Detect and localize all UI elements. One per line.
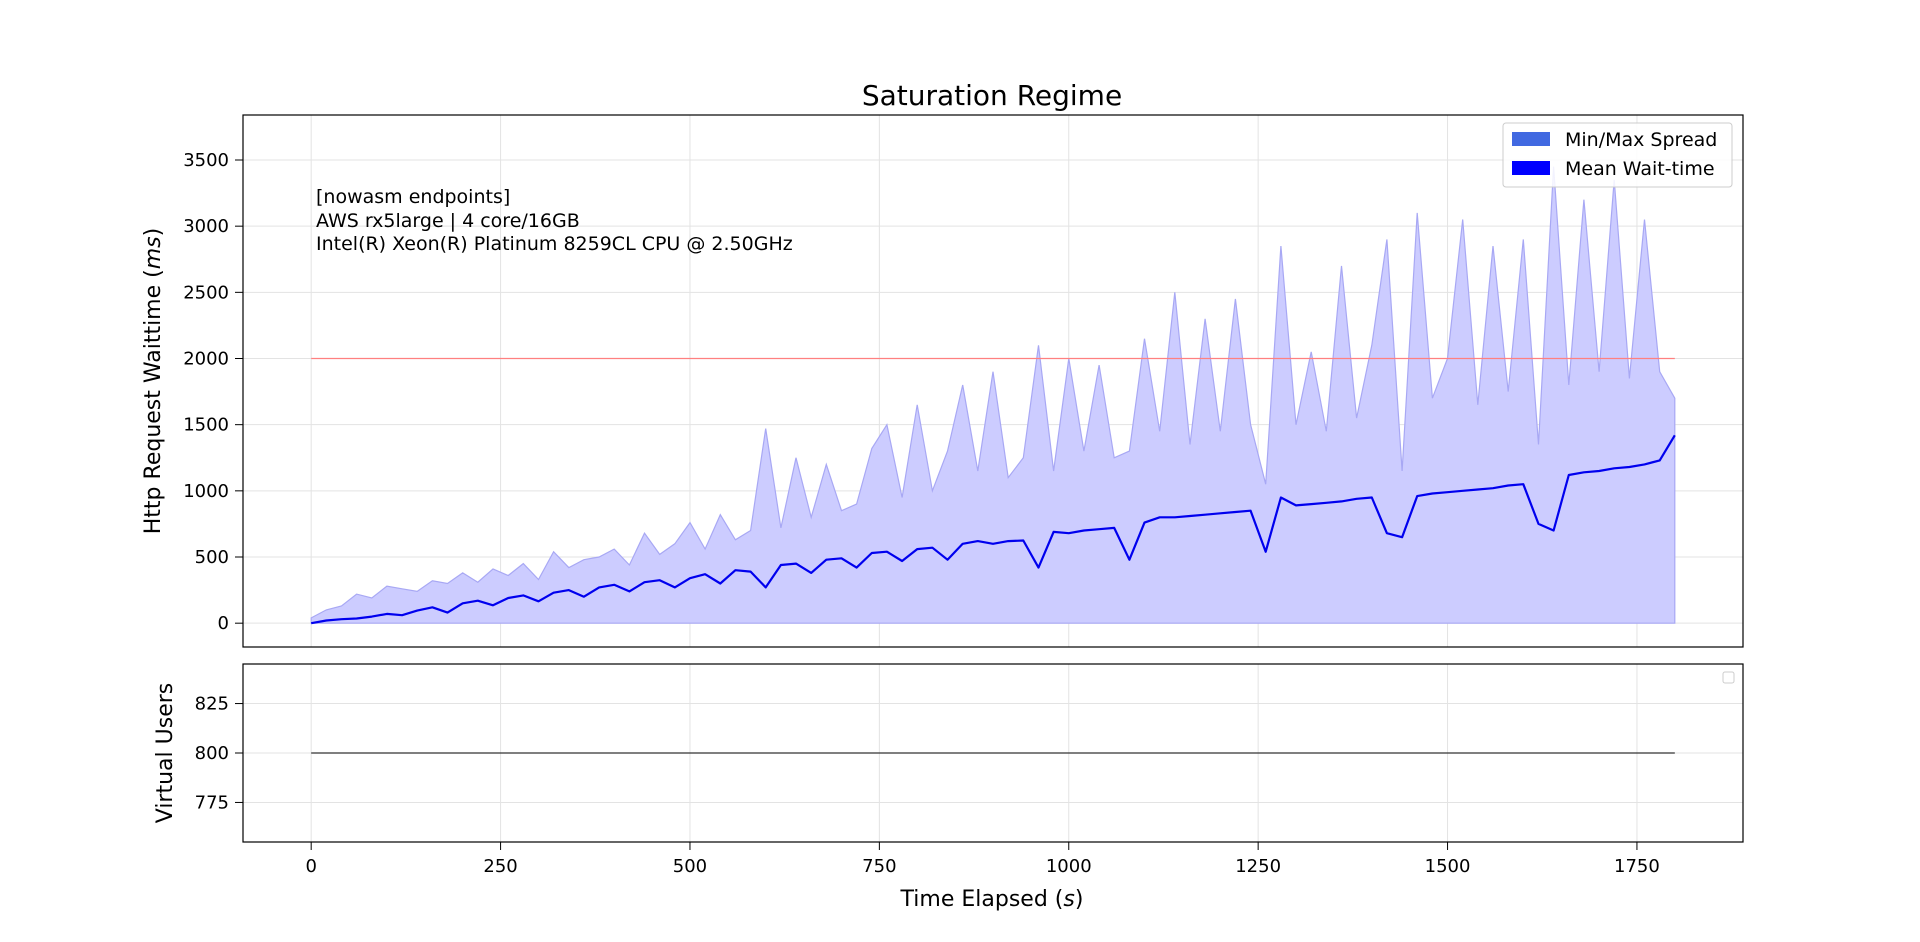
legend-swatch-spread [1512, 132, 1550, 146]
spec-annotation: [nowasm endpoints] AWS rx5large | 4 core… [316, 186, 793, 255]
mean-line [311, 434, 1676, 625]
spread-band [310, 166, 1676, 624]
x-tick-label: 1750 [1614, 856, 1660, 877]
chart-title: Saturation Regime [862, 79, 1122, 112]
main-y-tick-label: 3500 [183, 150, 229, 171]
legend-label-mean: Mean Wait-time [1565, 158, 1715, 180]
main-plot-area [310, 166, 1676, 625]
main-y-axis-label: Http Request Waittime (ms) [141, 228, 166, 534]
main-y-tick-label: 500 [195, 547, 229, 568]
x-axis-ticks: 0 250 500 750 1000 1250 1500 1750 [305, 842, 1660, 877]
users-y-ticks: 775 800 825 [195, 694, 243, 813]
legend: Min/Max Spread Mean Wait-time [1502, 122, 1733, 188]
users-y-tick-label: 775 [195, 792, 229, 813]
users-y-tick-label: 825 [195, 694, 229, 715]
x-tick-label: 750 [862, 856, 896, 877]
users-y-axis-label: Virtual Users [153, 683, 178, 824]
x-tick-label: 0 [305, 856, 316, 877]
legend-swatch-mean [1512, 161, 1550, 175]
annotation-line-2: AWS rx5large | 4 core/16GB [316, 210, 580, 232]
main-y-tick-label: 2000 [183, 349, 229, 370]
main-y-tick-label: 1500 [183, 415, 229, 436]
x-axis-label: Time Elapsed (s) [900, 887, 1084, 912]
x-tick-label: 1000 [1046, 856, 1092, 877]
x-tick-label: 500 [673, 856, 707, 877]
legend-box [1502, 122, 1733, 188]
main-axes-frame [242, 114, 1744, 648]
x-tick-label: 1250 [1235, 856, 1281, 877]
users-y-tick-label: 800 [195, 743, 229, 764]
main-y-tick-label: 2500 [183, 282, 229, 303]
annotation-line-1: [nowasm endpoints] [316, 186, 510, 208]
main-y-tick-label: 3000 [183, 216, 229, 237]
main-y-ticks: 0 500 1000 1500 2000 2500 3000 3500 [183, 150, 243, 634]
legend-label-spread: Min/Max Spread [1565, 129, 1717, 151]
users-empty-legend [1722, 671, 1735, 684]
x-tick-label: 250 [483, 856, 517, 877]
main-y-tick-label: 1000 [183, 481, 229, 502]
annotation-line-3: Intel(R) Xeon(R) Platinum 8259CL CPU @ 2… [316, 233, 793, 255]
x-tick-label: 1500 [1425, 856, 1471, 877]
main-y-tick-label: 0 [218, 613, 229, 634]
